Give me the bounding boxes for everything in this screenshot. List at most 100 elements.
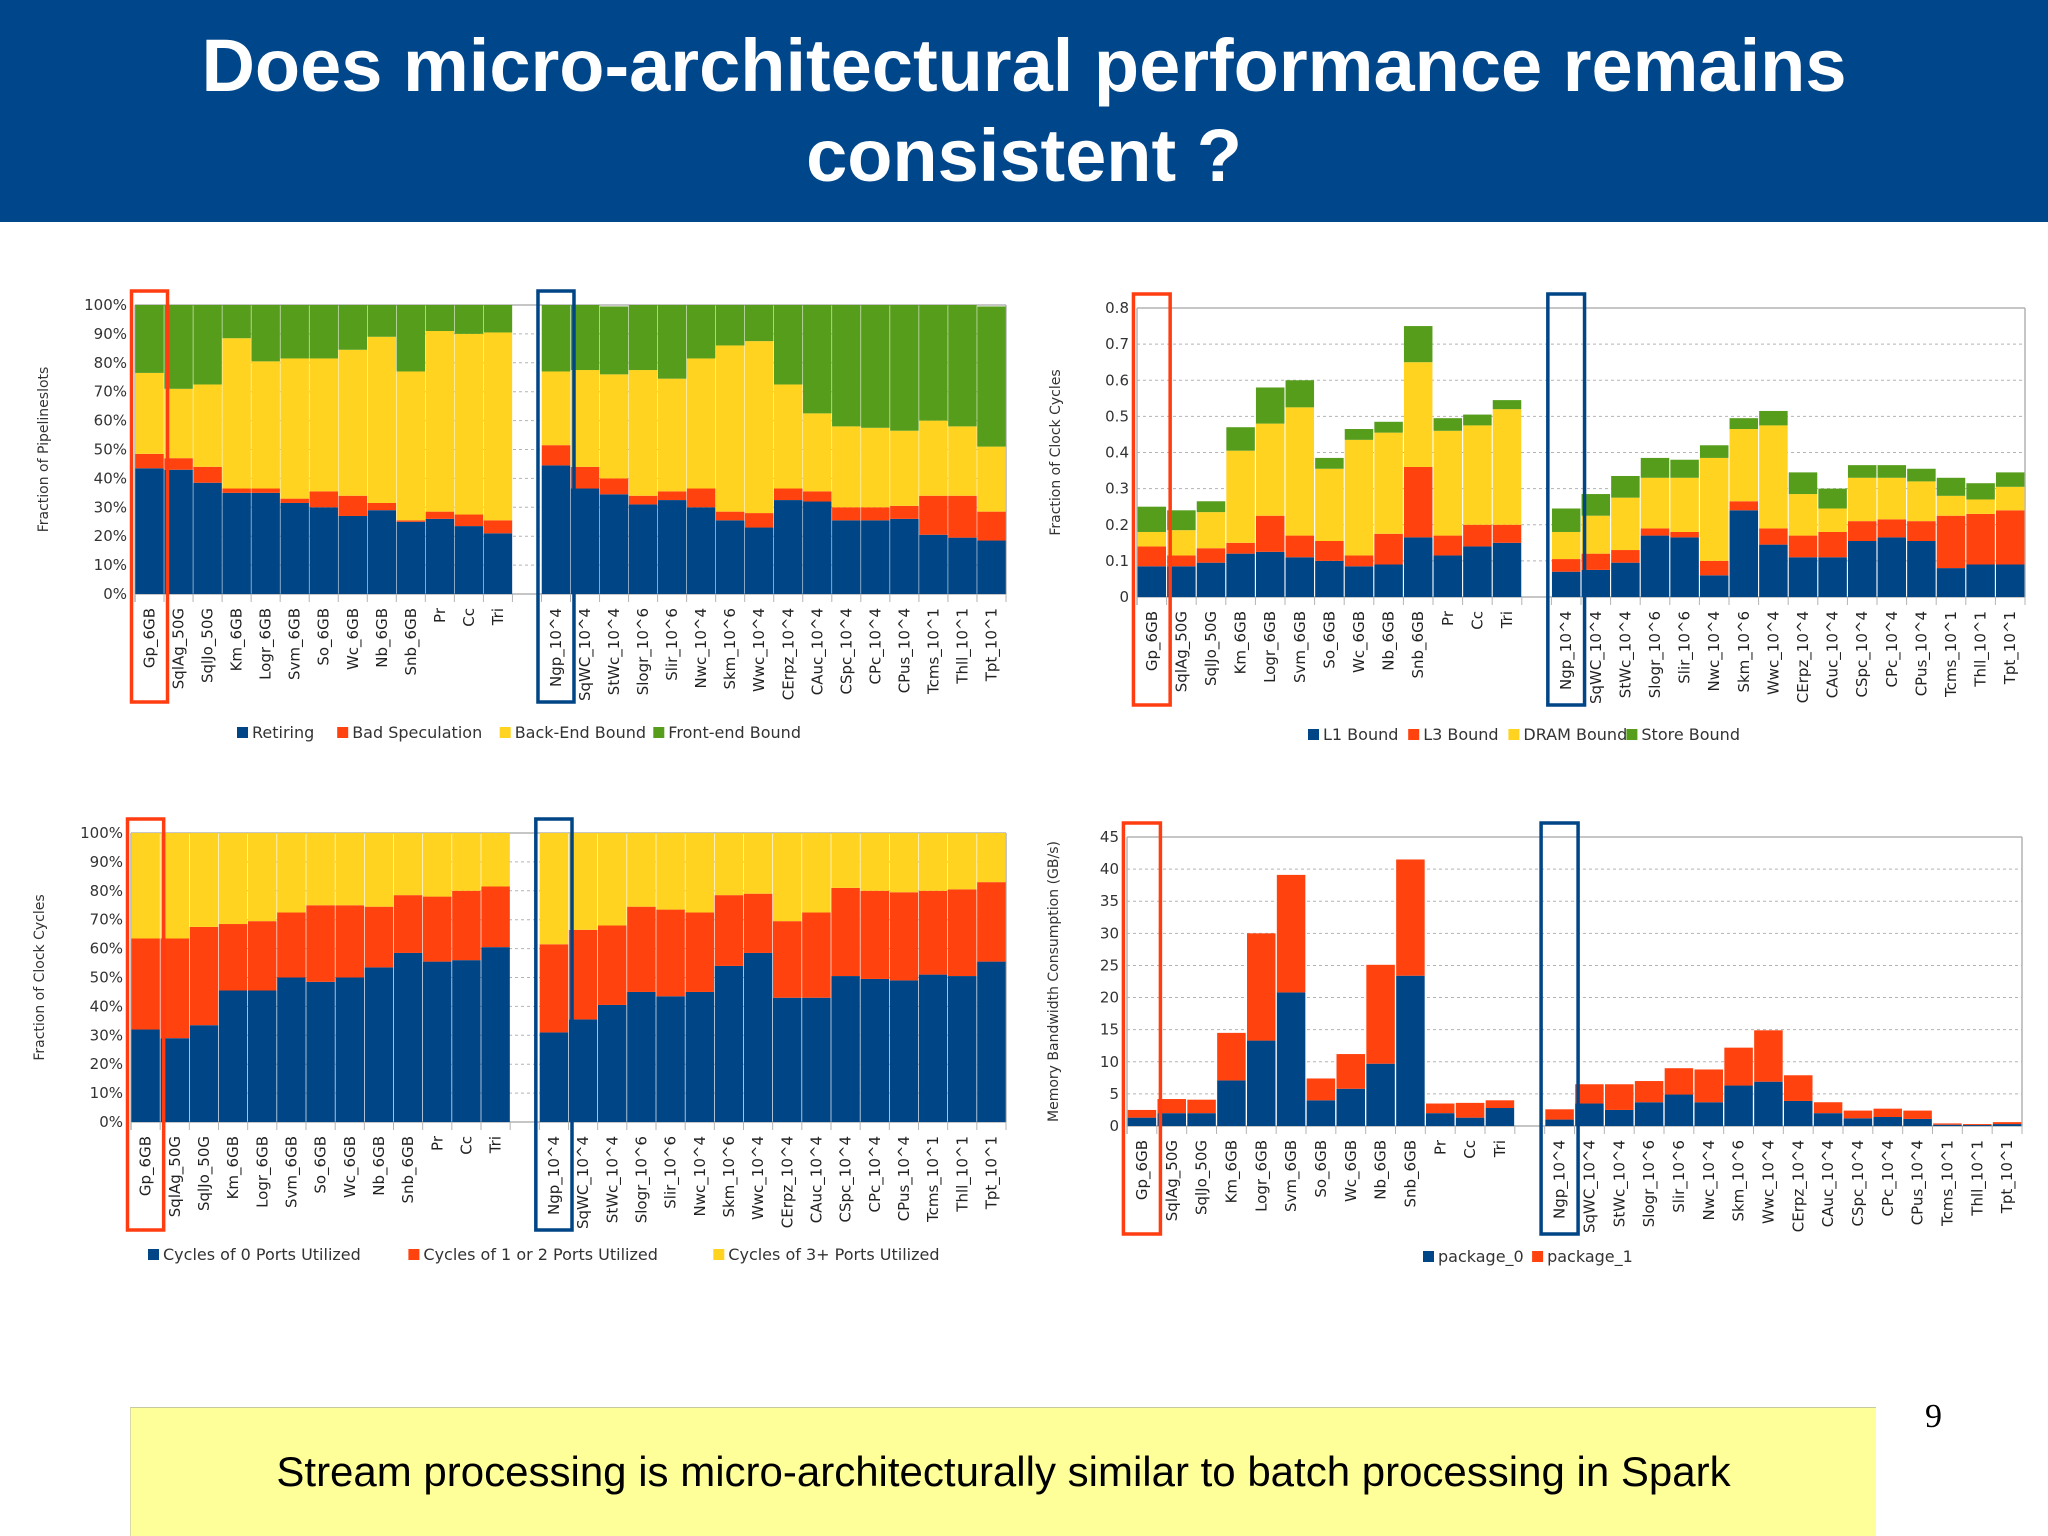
bar-segment-retiring: [657, 500, 687, 594]
bar-segment-back-end-bound: [425, 331, 455, 512]
y-tick-label: 70%: [90, 911, 123, 929]
y-tick-label: 70%: [94, 383, 127, 401]
bar-stack: [193, 305, 222, 594]
y-tick-label: 30%: [94, 498, 127, 516]
x-tick-label: CPc_10^4: [1879, 1140, 1898, 1216]
memory-bound-svg: 0 0.1 0.2 0.3 0.4 0.5 0.6 0.7 0.8 Fraction of Clo…: [1048, 292, 2026, 744]
y-axis-title: Fraction of Clock Cycles: [1048, 369, 1064, 535]
bar-segment-l3-bound: [1788, 535, 1818, 558]
bar-stack: [1137, 506, 1167, 597]
bar-segment-cycles-of-0-ports-utilized: [802, 997, 831, 1122]
bar-stack: [1127, 1109, 1157, 1126]
bar-segment-l1-bound: [1285, 557, 1315, 597]
bar-stack: [657, 305, 687, 594]
bar-stack: [1963, 1124, 1992, 1126]
legend-swatch: [148, 1249, 159, 1260]
y-tick-label: 10%: [90, 1084, 123, 1102]
bar-segment-cycles-of-1-or-2-ports-utilized: [539, 944, 569, 1033]
bar-segment-l3-bound: [1877, 519, 1907, 538]
y-tick-label: 20: [1100, 989, 1119, 1007]
bar-segment-back-end-bound: [686, 358, 716, 489]
x-tick-label: Snb_6GB: [1401, 1140, 1420, 1208]
bar-segment-package-1: [1963, 1124, 1992, 1126]
bar-segment-store-bound: [1374, 421, 1403, 433]
bar-segment-l1-bound: [1966, 564, 1995, 597]
bars: [135, 305, 1006, 594]
bar-segment-cycles-of-3-ports-utilized: [656, 833, 685, 910]
bar-segment-store-bound: [1226, 427, 1255, 451]
x-tick-label: Tcms_10^1: [1938, 1140, 1957, 1227]
x-tick-label: Slogr_10^6: [634, 608, 653, 695]
bar-segment-retiring: [715, 520, 745, 594]
legend-swatch: [1308, 729, 1319, 740]
x-tick-label: Km_6GB: [1232, 611, 1251, 674]
bar-segment-cycles-of-0-ports-utilized: [627, 991, 656, 1122]
bar-stack: [977, 833, 1006, 1122]
stream-highlight-box: [1546, 292, 1587, 707]
bar-segment-store-bound: [1995, 472, 2025, 487]
legend-label: Front-end Bound: [668, 723, 801, 742]
bar-segment-l3-bound: [1315, 541, 1344, 561]
legend-swatch: [1532, 1251, 1544, 1262]
x-tick-label: Km_6GB: [228, 608, 247, 671]
x-tick-label: Wwc_10^4: [1759, 1140, 1778, 1224]
bar-segment-l3-bound: [1374, 533, 1403, 565]
bar-segment-cycles-of-3-ports-utilized: [306, 833, 335, 906]
bar-segment-package-0: [1724, 1085, 1753, 1126]
topdown-chart: 0% 10% 20% 30% 40% 50% 60% 70% 80% 90% 100% Fractio…: [0, 280, 1040, 760]
bar-stack: [831, 833, 860, 1122]
x-tick-label: Tcms_10^1: [924, 1136, 943, 1223]
x-tick-label: Thll_10^1: [953, 1136, 972, 1213]
x-tick-label: Slir_10^6: [662, 1136, 681, 1209]
legend-swatch: [713, 1249, 725, 1260]
bar-segment-retiring: [367, 510, 397, 594]
bar-stack: [218, 833, 248, 1122]
x-tick-label: Thll_10^1: [1972, 611, 1991, 688]
x-tick-label: Nwc_10^4: [692, 608, 711, 688]
bar-stack: [1276, 874, 1306, 1126]
x-tick-label: Tpt_10^1: [2001, 611, 2020, 685]
bar-segment-l1-bound: [1226, 553, 1255, 597]
bar-segment-l1-bound: [1877, 537, 1907, 597]
bar-stack: [1403, 326, 1433, 597]
x-tick-label: Nwc_10^4: [691, 1136, 710, 1216]
bar-segment-front-end-bound: [251, 305, 280, 362]
bar-segment-back-end-bound: [309, 358, 338, 492]
bar-stack: [1759, 410, 1788, 597]
bar-segment-back-end-bound: [222, 338, 251, 489]
bar-stack: [890, 305, 919, 594]
x-tick-label: Skm_10^6: [720, 1136, 739, 1218]
bar-segment-package-0: [1127, 1117, 1157, 1126]
legend-item: package_1: [1532, 1247, 1633, 1267]
bar-stack: [803, 305, 832, 594]
bar-stack: [861, 305, 890, 594]
bar-segment-l3-bound: [1847, 521, 1877, 542]
bar-stack: [686, 305, 716, 594]
bar-stack: [423, 833, 452, 1122]
bar-segment-cycles-of-0-ports-utilized: [364, 967, 394, 1122]
bar-stack: [222, 305, 251, 594]
bar-segment-cycles-of-1-or-2-ports-utilized: [189, 926, 219, 1026]
bar-segment-l1-bound: [1611, 562, 1640, 597]
bar-segment-front-end-bound: [135, 305, 164, 373]
bar-stack: [1754, 1030, 1783, 1126]
x-tick-label: Cc: [1461, 1140, 1479, 1159]
bar-segment-back-end-bound: [919, 420, 948, 496]
bar-segment-cycles-of-3-ports-utilized: [277, 833, 306, 913]
bar-segment-cycles-of-3-ports-utilized: [831, 833, 860, 888]
x-tick-label: Km_6GB: [1222, 1140, 1241, 1203]
x-tick-label: Ngp_10^4: [547, 608, 566, 687]
bar-segment-cycles-of-0-ports-utilized: [948, 976, 977, 1122]
x-tick-label: Cc: [457, 1136, 475, 1155]
x-tick-label: Tri: [489, 608, 507, 626]
bar-segment-package-1: [1992, 1122, 2022, 1125]
y-tick-label: 40%: [90, 997, 123, 1015]
legend-label: package_0: [1438, 1247, 1524, 1267]
bar-segment-retiring: [832, 520, 861, 594]
bar-segment-cycles-of-0-ports-utilized: [393, 952, 423, 1122]
legend-item: DRAM Bound: [1508, 725, 1627, 744]
bar-segment-cycles-of-3-ports-utilized: [889, 833, 919, 893]
stream-highlight-box: [534, 817, 574, 1232]
bar-segment-back-end-bound: [890, 430, 919, 506]
bar-segment-l3-bound: [1670, 531, 1699, 538]
